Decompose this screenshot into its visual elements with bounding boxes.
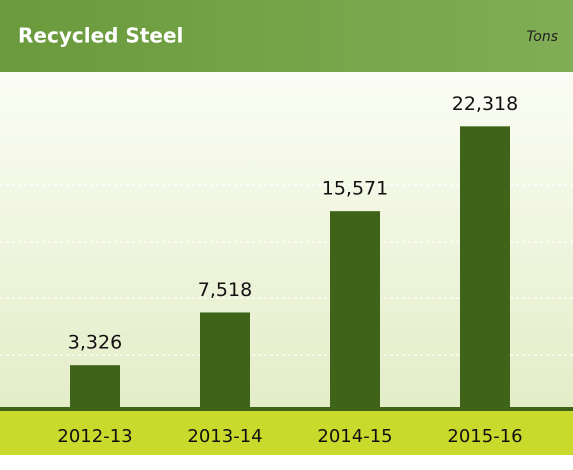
x-tick-label: 2015-16 xyxy=(447,426,522,447)
bar xyxy=(330,211,380,407)
bar xyxy=(70,365,120,407)
x-tick-label: 2013-14 xyxy=(187,426,262,447)
value-label: 22,318 xyxy=(452,93,518,115)
bar xyxy=(460,126,510,407)
chart-title: Recycled Steel xyxy=(18,24,183,48)
value-label: 3,326 xyxy=(68,332,122,354)
value-label: 15,571 xyxy=(322,178,388,200)
value-label: 7,518 xyxy=(198,279,252,301)
header xyxy=(0,0,573,72)
bar xyxy=(200,312,250,407)
category-band xyxy=(0,411,573,455)
x-tick-label: 2014-15 xyxy=(317,426,392,447)
x-tick-label: 2012-13 xyxy=(57,426,132,447)
unit-label: Tons xyxy=(526,29,558,45)
baseline xyxy=(0,407,573,411)
